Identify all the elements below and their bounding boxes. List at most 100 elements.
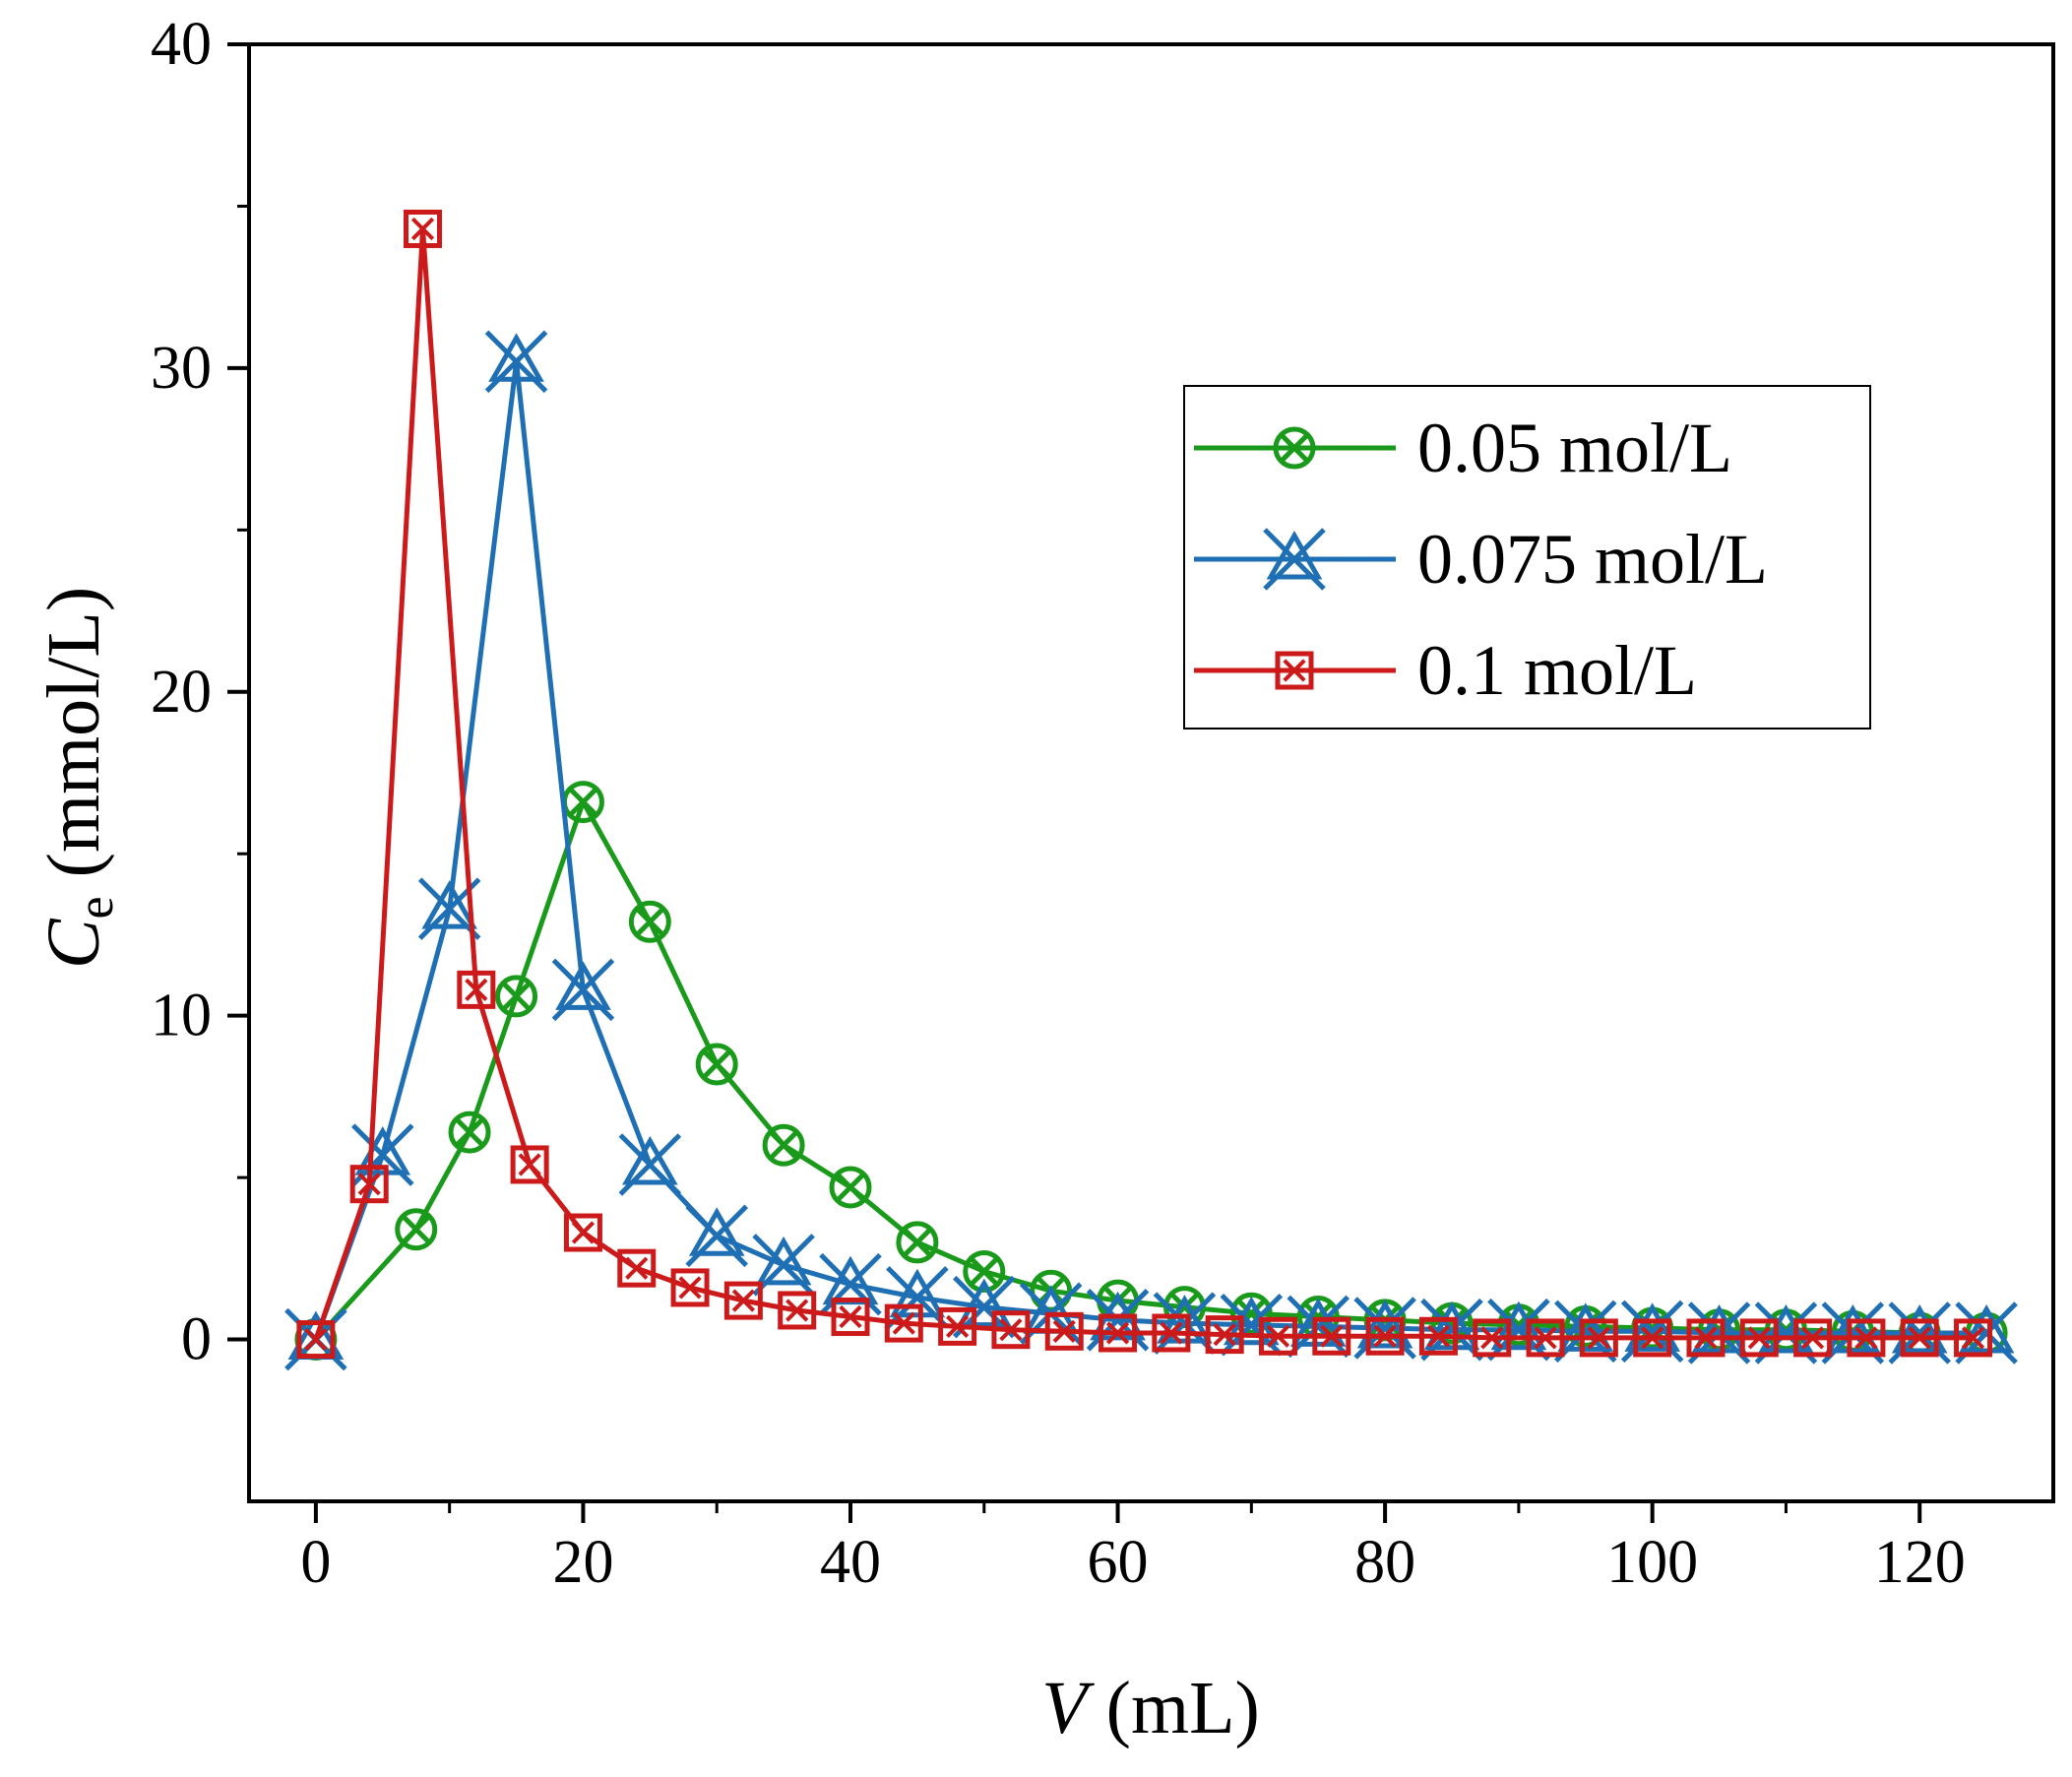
marker-cross: [465, 978, 488, 1001]
marker-cross: [1908, 1326, 1931, 1350]
data-point: [670, 1268, 710, 1307]
y-axis-unit: (mmol/L): [32, 587, 115, 897]
x-axis-title: V (mL): [1041, 1667, 1260, 1749]
data-point: [349, 1165, 389, 1204]
marker-cross: [401, 1214, 432, 1245]
marker-triangle: [1958, 1303, 2015, 1354]
marker-square: [884, 1303, 923, 1343]
marker-square: [1044, 1311, 1084, 1351]
marker-triangle: [1557, 1302, 1614, 1352]
data-point: [1526, 1318, 1565, 1358]
marker-cross: [731, 1289, 755, 1312]
data-point: [829, 1166, 872, 1209]
marker-cross: [1426, 1324, 1451, 1348]
marker-cross: [701, 1048, 732, 1080]
data-point: [819, 1252, 882, 1316]
legend-item: 0.1 mol/L: [1194, 631, 1697, 710]
marker-cross: [1105, 1321, 1130, 1345]
data-point: [563, 1213, 602, 1252]
marker-cross: [567, 787, 598, 818]
marker-circle: [829, 1166, 872, 1209]
data-point: [1287, 1295, 1350, 1359]
marker-cross: [1283, 659, 1306, 682]
marker-cross: [969, 1256, 1000, 1287]
data-point: [963, 1249, 1006, 1293]
marker-square: [1418, 1316, 1458, 1356]
data-point: [1633, 1318, 1672, 1358]
data-point: [296, 1320, 336, 1360]
data-point: [1900, 1318, 1939, 1358]
data-point: [457, 970, 496, 1009]
marker-triangle: [1624, 1302, 1680, 1352]
marker-square: [617, 1248, 657, 1288]
marker-cross: [785, 1299, 809, 1322]
data-point: [1888, 1301, 1951, 1364]
data-point: [1273, 426, 1316, 470]
marker-square: [1365, 1316, 1405, 1356]
data-point: [1847, 1318, 1886, 1358]
data-point: [1153, 1292, 1217, 1355]
x-axis-var: V: [1041, 1667, 1095, 1749]
data-point: [1420, 1298, 1483, 1362]
y-tick-label: 10: [151, 983, 212, 1049]
marker-square: [723, 1281, 763, 1320]
data-point: [628, 900, 671, 943]
marker-square: [778, 1291, 817, 1330]
marker-cross: [625, 1256, 649, 1280]
data-point: [404, 209, 443, 248]
axis-ticks: 0 20 40 60 80 100 120 0 10 20 30 40: [151, 11, 1966, 1596]
data-point: [1099, 1313, 1138, 1353]
legend-label: 0.075 mol/L: [1417, 520, 1768, 599]
marker-cross: [454, 1116, 485, 1148]
y-axis-title: Ce (mmol/L): [32, 587, 124, 969]
marker-square: [1275, 651, 1314, 690]
marker-cross: [304, 1327, 328, 1352]
series-line: [314, 799, 1987, 1342]
marker-circle: [1273, 426, 1316, 470]
marker-square: [1205, 1315, 1244, 1355]
data-point: [896, 1221, 939, 1264]
legend: 0.05 mol/L 0.075 mol/L 0.1 mol/L: [1183, 385, 1871, 730]
data-point: [1312, 1316, 1351, 1356]
marker-triangle: [688, 1207, 745, 1256]
marker-square: [1579, 1318, 1618, 1358]
x-tick-label: 20: [552, 1529, 613, 1596]
marker-cross: [839, 1304, 862, 1329]
data-point: [1620, 1300, 1684, 1364]
marker-triangle: [1691, 1303, 1747, 1354]
data-point: [551, 958, 615, 1022]
marker-square: [1847, 1318, 1886, 1358]
data-point: [938, 1306, 977, 1346]
x-tick-label: 80: [1354, 1529, 1415, 1596]
marker-circle: [448, 1111, 491, 1154]
data-point: [1473, 1318, 1512, 1358]
marker-square: [349, 1165, 389, 1204]
data-point: [561, 781, 604, 824]
data-point: [752, 1234, 815, 1297]
marker-square: [1099, 1313, 1138, 1353]
data-point: [1275, 651, 1314, 690]
marker-square: [1900, 1318, 1939, 1358]
data-point: [1554, 1300, 1617, 1364]
marker-circle: [762, 1123, 805, 1167]
y-axis-sub: e: [68, 896, 124, 919]
data-point: [831, 1298, 870, 1337]
data-point: [618, 1133, 682, 1196]
marker-cross: [1961, 1326, 1985, 1350]
marker-cross: [571, 1221, 596, 1244]
data-point: [695, 1043, 738, 1086]
marker-cross: [678, 1276, 702, 1300]
marker-square: [510, 1145, 549, 1184]
marker-circle: [963, 1249, 1006, 1293]
marker-cross: [1800, 1326, 1825, 1350]
series-line: [313, 226, 1974, 1341]
marker-triangle: [555, 961, 611, 1010]
data-point: [1365, 1316, 1405, 1356]
data-point: [395, 1208, 438, 1251]
series-layer: [284, 209, 2018, 1371]
marker-cross: [410, 217, 435, 241]
marker-cross: [892, 1311, 915, 1335]
marker-square: [457, 970, 496, 1009]
x-axis-unit: (mL): [1088, 1667, 1260, 1749]
